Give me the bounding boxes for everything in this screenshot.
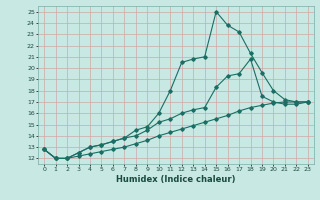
X-axis label: Humidex (Indice chaleur): Humidex (Indice chaleur) bbox=[116, 175, 236, 184]
